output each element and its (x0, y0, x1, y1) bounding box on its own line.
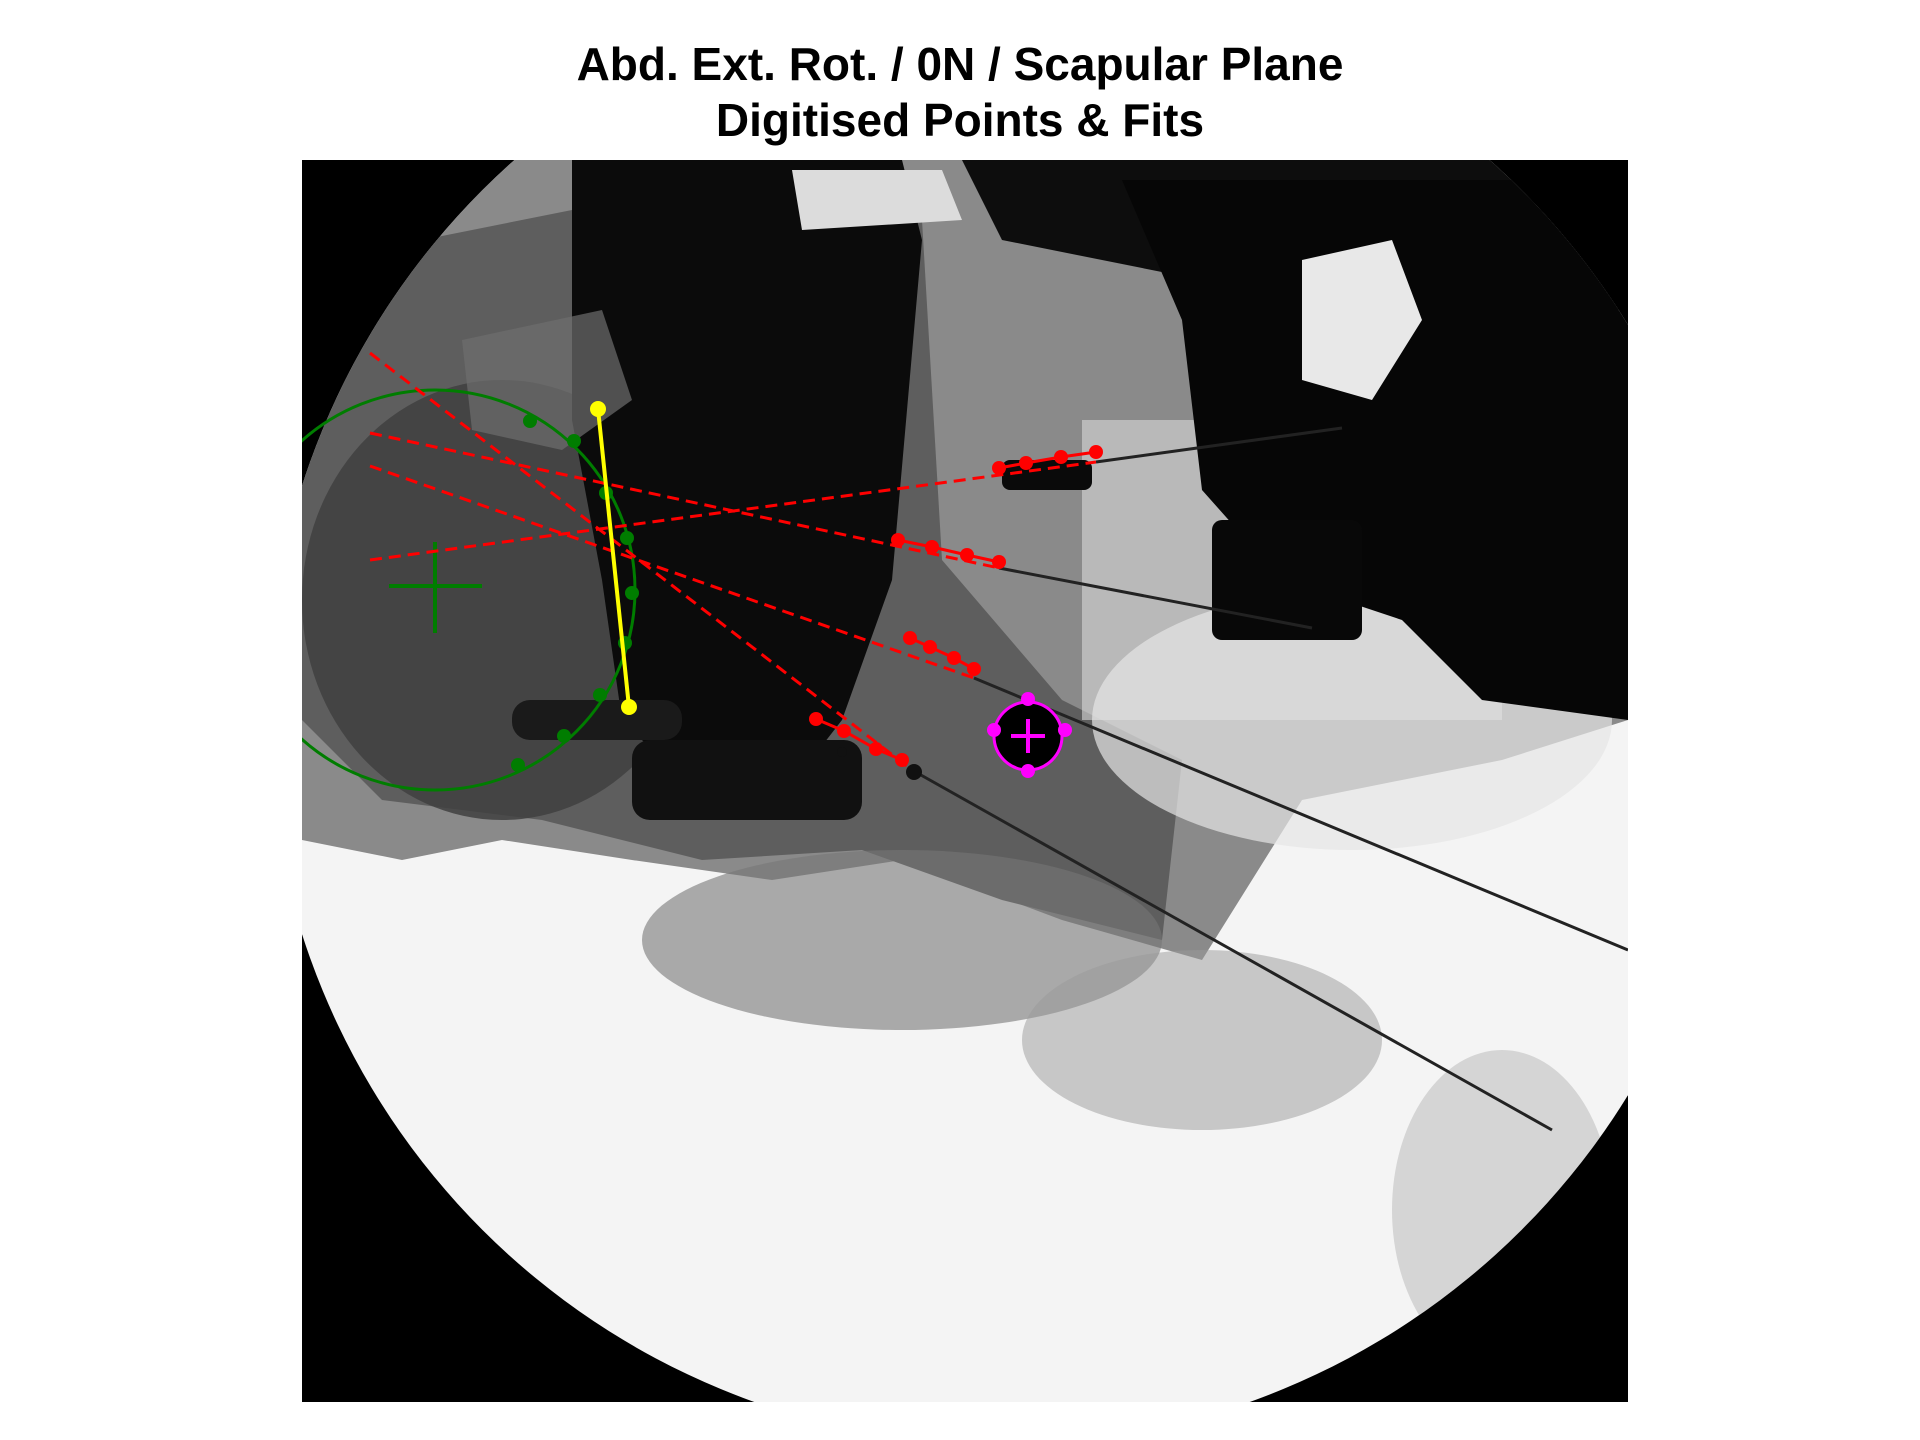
glenoid-endpoint-top (590, 401, 606, 417)
glenoid-fit (590, 401, 637, 715)
humeral-head-point (625, 586, 639, 600)
marker-point (987, 723, 1001, 737)
fluoroscopy-svg (302, 160, 1628, 1402)
humeral-head-point (620, 531, 634, 545)
marker-point (1021, 764, 1035, 778)
wire-point (891, 533, 905, 547)
wire-point (992, 461, 1006, 475)
wire-point (923, 640, 937, 654)
humeral-head-point (567, 434, 581, 448)
wire-4-shadow (1095, 426, 1343, 464)
wire-point (869, 742, 883, 756)
wire-point (1089, 445, 1103, 459)
wire-segment-1 (998, 450, 1097, 470)
marker-point (1058, 723, 1072, 737)
wire-segment-4 (815, 717, 903, 762)
wire-point (1054, 450, 1068, 464)
wire-point (992, 555, 1006, 569)
wire-point (809, 712, 823, 726)
wire-segment-2 (897, 538, 1000, 564)
wire-1-shadow (998, 566, 1313, 630)
title-line-2: Digitised Points & Fits (715, 94, 1205, 146)
glenoid-line (596, 408, 631, 708)
wire-point (967, 662, 981, 676)
title-line-1: Abd. Ext. Rot. / 0N / Scapular Plane (576, 38, 1344, 90)
wire-point (895, 753, 909, 767)
wire-points (809, 445, 1103, 767)
humeral-head-point (523, 414, 537, 428)
wire-2-shadow (973, 676, 1628, 952)
bead-marker-fit (987, 692, 1072, 778)
wire-3-shadow (911, 768, 1553, 1132)
humeral-head-point (557, 729, 571, 743)
wire-fit-line-3 (369, 464, 975, 680)
wire-point (960, 548, 974, 562)
humeral-head-point (593, 688, 607, 702)
wire-point (947, 651, 961, 665)
marker-point (1021, 692, 1035, 706)
wire-segment-3 (909, 636, 975, 671)
wire-point (1019, 456, 1033, 470)
humeral-head-fit (302, 388, 639, 792)
field-of-view (302, 160, 1628, 1402)
wire-point (903, 631, 917, 645)
wire-point (837, 724, 851, 738)
glenoid-endpoint-bottom (621, 699, 637, 715)
figure-title: Abd. Ext. Rot. / 0N / Scapular Plane Dig… (0, 36, 1920, 148)
humeral-head-point (511, 758, 525, 772)
fluoroscopy-image (302, 160, 1628, 1402)
wire-point (925, 540, 939, 554)
